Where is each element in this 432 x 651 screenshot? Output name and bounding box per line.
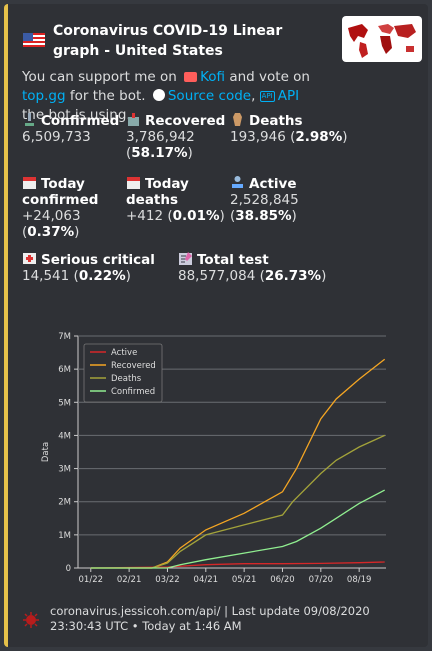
kofi-icon bbox=[184, 72, 198, 82]
y-tick-label: 1M bbox=[58, 531, 71, 541]
field-name: Deaths bbox=[249, 113, 303, 129]
embed-footer: coronavirus.jessicoh.com/api/ | Last upd… bbox=[50, 604, 370, 633]
desc-text: , bbox=[251, 88, 260, 104]
chart-svg: 0 1M 2M 3M 4M 5M 6M 7M 01/22 02/21 03/22 04/21 05/21… bbox=[41, 332, 386, 596]
field-percent: 0.01% bbox=[172, 208, 220, 224]
field-percent: 2.98% bbox=[295, 129, 343, 145]
field-value: 2,528,845 bbox=[230, 192, 299, 208]
microscope-icon bbox=[25, 113, 34, 126]
field-confirmed: Confirmed 6,509,733 bbox=[22, 112, 122, 145]
series-line-active bbox=[90, 561, 385, 569]
x-tick-label: 01/22 bbox=[79, 575, 104, 585]
embed-card: Coronavirus COVID-19 Linear graph - Unit… bbox=[4, 4, 428, 647]
line-chart[interactable]: 0 1M 2M 3M 4M 5M 6M 7M 01/22 02/21 03/22 04/21 05/21… bbox=[26, 324, 396, 596]
field-today-confirmed: Today confirmed +24,063 (0.37%) bbox=[22, 175, 122, 240]
y-tick-label: 2M bbox=[58, 498, 71, 508]
field-name: Confirmed bbox=[41, 113, 120, 129]
legend-box bbox=[83, 343, 163, 403]
field-percent: 38.85% bbox=[235, 208, 292, 224]
desc-text: You can support me on bbox=[22, 69, 182, 85]
field-today-deaths: Today deaths +412 (0.01%) bbox=[126, 176, 225, 224]
world-map-thumbnail[interactable] bbox=[342, 16, 422, 62]
desc-text: and vote on bbox=[225, 69, 310, 85]
field-value: 14,541 bbox=[22, 268, 70, 284]
desc-text: for the bot. bbox=[65, 88, 150, 104]
x-tick-label: 06/20 bbox=[270, 575, 295, 585]
x-tick-label: 03/22 bbox=[155, 575, 180, 585]
x-tick-label: 08/19 bbox=[347, 575, 372, 585]
y-tick-label: 4M bbox=[58, 431, 71, 441]
github-icon bbox=[152, 89, 165, 101]
field-value: +24,063 bbox=[22, 208, 81, 224]
field-active: Active 2,528,845 (38.85%) bbox=[230, 175, 340, 224]
field-percent: 58.17% bbox=[131, 145, 188, 161]
field-name: Today confirmed bbox=[22, 176, 99, 208]
x-tick-label: 02/21 bbox=[117, 575, 142, 585]
field-name: Today deaths bbox=[126, 176, 189, 208]
field-percent: 0.22% bbox=[78, 268, 126, 284]
patient-icon bbox=[232, 176, 243, 188]
virus-icon bbox=[23, 612, 39, 628]
x-tick-label: 07/20 bbox=[309, 575, 334, 585]
y-axis-label: Data bbox=[41, 442, 51, 462]
desc-text: the bot is using. bbox=[22, 107, 131, 123]
y-tick-label: 0 bbox=[66, 564, 71, 574]
field-percent: 0.37% bbox=[27, 224, 75, 240]
legend-label: Confirmed bbox=[111, 387, 155, 397]
field-value: 88,577,084 bbox=[178, 268, 256, 284]
x-tick-label: 04/21 bbox=[194, 575, 219, 585]
embed-description: You can support me on Kofi and vote on t… bbox=[22, 68, 322, 125]
series-line-recovered bbox=[90, 358, 386, 569]
us-flag-icon bbox=[23, 33, 45, 47]
series-line-deaths bbox=[90, 434, 385, 569]
source-code-link[interactable]: Source code bbox=[167, 88, 252, 104]
y-tick-label: 3M bbox=[58, 465, 71, 475]
x-tick-label: 05/21 bbox=[232, 575, 257, 585]
series-line-confirmed bbox=[90, 489, 386, 569]
api-icon: API bbox=[259, 91, 275, 102]
embed-title: Coronavirus COVID-19 Linear graph - Unit… bbox=[53, 23, 283, 59]
field-recovered: Recovered 3,786,942 (58.17%) bbox=[126, 113, 226, 161]
field-name: Active bbox=[249, 176, 297, 192]
legend-label: Active bbox=[111, 348, 137, 358]
y-tick-label: 7M bbox=[58, 332, 71, 342]
y-tick-label: 6M bbox=[58, 365, 71, 375]
topgg-link[interactable]: top.gg bbox=[22, 88, 66, 104]
field-name: Total test bbox=[197, 252, 269, 268]
field-value: +412 bbox=[126, 208, 164, 224]
field-deaths: Deaths 193,946 (2.98%) bbox=[230, 113, 348, 145]
test-tube-icon bbox=[179, 252, 192, 265]
field-value: 3,786,942 bbox=[126, 129, 195, 145]
first-aid-icon bbox=[23, 253, 36, 264]
world-map-icon bbox=[348, 24, 416, 58]
field-serious-critical: Serious critical 14,541 (0.22%) bbox=[22, 252, 155, 284]
kofi-link[interactable]: Kofi bbox=[200, 69, 226, 85]
field-percent: 26.73% bbox=[264, 268, 322, 284]
field-total-test: Total test 88,577,084 (26.73%) bbox=[178, 252, 327, 284]
field-value: 193,946 bbox=[230, 129, 286, 145]
field-name: Recovered bbox=[145, 113, 226, 129]
legend-label: Recovered bbox=[111, 361, 156, 371]
field-value: 6,509,733 bbox=[22, 129, 91, 145]
coffin-icon bbox=[233, 113, 242, 126]
calendar-icon bbox=[127, 177, 140, 189]
field-name: Serious critical bbox=[41, 252, 155, 268]
calendar-icon bbox=[23, 177, 36, 189]
api-link[interactable]: API bbox=[277, 88, 300, 104]
legend-label: Deaths bbox=[111, 374, 142, 384]
y-tick-label: 5M bbox=[58, 398, 71, 408]
hospital-icon bbox=[128, 113, 139, 126]
